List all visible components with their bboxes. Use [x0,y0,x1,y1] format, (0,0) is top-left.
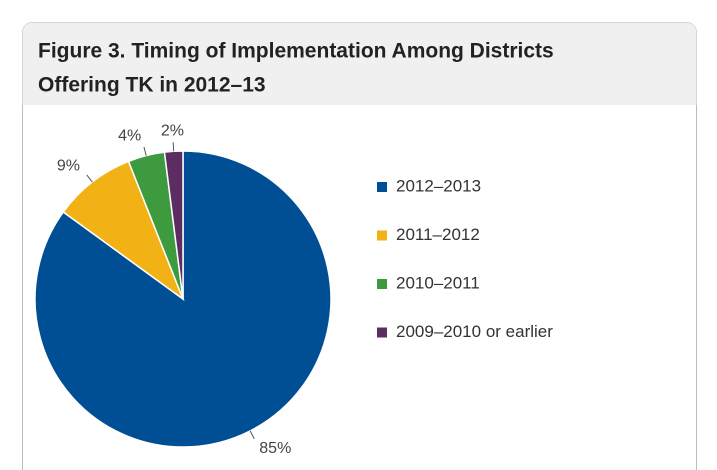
legend-swatch [377,279,387,289]
chart-title: Offering TK in 2012–13 [38,74,266,97]
pie-slice [62,160,185,302]
leader-line [172,142,175,152]
legend-label: 2011–2012 [396,225,480,244]
pie-slice [163,150,184,300]
data-label: 85% [259,440,291,457]
legend-swatch [377,230,387,241]
chart-title: Figure 3. Timing of Implementation Among… [38,40,554,63]
data-label: 4% [118,127,141,144]
legend-label: 2009–2010 or earlier [396,322,553,341]
legend-swatch [377,327,387,338]
data-label: 9% [57,157,80,174]
legend-label: 2012–2013 [396,176,481,195]
header [22,22,697,105]
leader-line [86,174,93,183]
legend-swatch [377,182,387,192]
data-label: 2% [161,123,184,140]
leader-line [249,430,255,440]
legend-label: 2010–2011 [396,273,480,292]
leader-line [143,146,147,156]
